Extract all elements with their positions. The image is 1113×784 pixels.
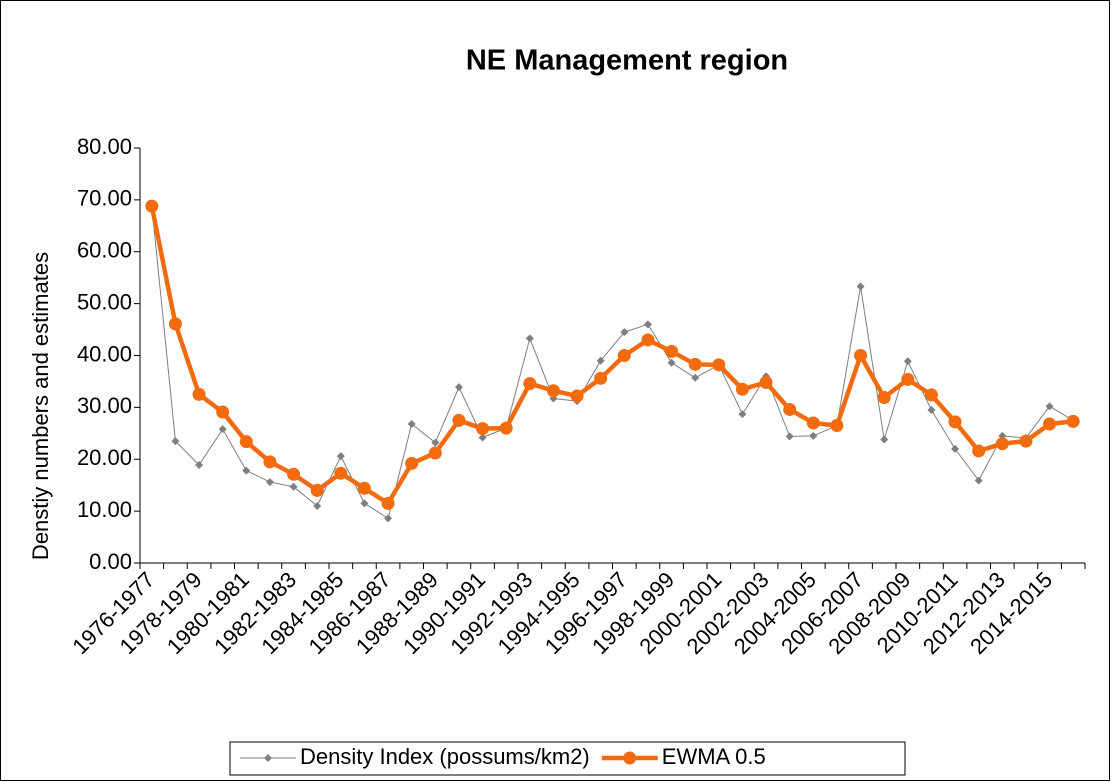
point: [195, 460, 204, 469]
y-tick-label: 50.00: [77, 289, 132, 314]
point: [313, 501, 322, 510]
legend-marker: [623, 751, 637, 765]
point: [972, 444, 986, 458]
point: [476, 422, 490, 436]
point: [334, 466, 348, 480]
point: [1045, 402, 1054, 411]
y-tick-label: 80.00: [77, 134, 132, 159]
point: [951, 444, 960, 453]
point: [903, 357, 912, 366]
point: [192, 387, 206, 401]
point: [974, 476, 983, 485]
point: [310, 483, 324, 497]
point: [499, 421, 513, 435]
point: [431, 438, 440, 447]
point: [265, 478, 274, 487]
point: [1019, 434, 1033, 448]
point: [596, 356, 605, 365]
point: [171, 437, 180, 446]
legend-label: Density Index (possums/km2): [300, 744, 590, 769]
point: [809, 431, 818, 440]
point: [856, 282, 865, 291]
point: [168, 317, 182, 331]
point: [995, 437, 1009, 451]
point: [785, 432, 794, 441]
point: [546, 384, 560, 398]
point: [641, 333, 655, 347]
y-tick-label: 0.00: [89, 549, 132, 574]
point: [594, 371, 608, 385]
point: [525, 334, 534, 343]
point: [738, 410, 747, 419]
point: [924, 388, 938, 402]
point: [688, 357, 702, 371]
legend-label: EWMA 0.5: [662, 744, 766, 769]
point: [806, 416, 820, 430]
point: [336, 452, 345, 461]
point: [735, 382, 749, 396]
y-tick-label: 10.00: [77, 497, 132, 522]
point: [454, 383, 463, 392]
point: [523, 377, 537, 391]
point: [287, 467, 301, 481]
legend: Density Index (possums/km2) EWMA 0.5: [229, 741, 906, 776]
point: [384, 514, 393, 523]
point: [877, 391, 891, 405]
legend-box: [229, 741, 906, 776]
point: [216, 405, 230, 419]
point: [617, 349, 631, 362]
y-tick-label: 40.00: [77, 341, 132, 366]
y-tick-label: 70.00: [77, 186, 132, 211]
point: [712, 358, 726, 372]
point: [620, 328, 629, 337]
point: [1043, 417, 1057, 431]
point: [478, 433, 487, 442]
point: [218, 425, 227, 434]
point: [145, 199, 159, 213]
y-tick-label: 60.00: [77, 238, 132, 263]
point: [830, 419, 844, 433]
y-tick-label: 30.00: [77, 393, 132, 418]
point: [407, 419, 416, 428]
point: [667, 358, 676, 367]
point: [665, 344, 679, 358]
y-tick-label: 20.00: [77, 445, 132, 470]
point: [242, 466, 251, 475]
point: [570, 389, 584, 403]
point: [405, 456, 419, 470]
point: [927, 405, 936, 414]
point: [854, 349, 868, 362]
point: [239, 435, 253, 449]
series-line: [149, 205, 1074, 507]
point: [357, 481, 371, 495]
point: [381, 496, 395, 510]
point: [289, 482, 298, 491]
y-axis-title: Denstiy numbers and estimates: [28, 252, 53, 560]
point: [948, 415, 962, 429]
point: [263, 455, 277, 469]
point: [428, 446, 442, 460]
point: [783, 402, 797, 416]
point: [759, 375, 773, 389]
chart-title: NE Management region: [466, 45, 788, 77]
point: [1066, 414, 1080, 428]
point: [643, 320, 652, 329]
point: [452, 413, 466, 427]
point: [691, 373, 700, 382]
point: [901, 372, 915, 386]
point: [880, 435, 889, 444]
point: [360, 499, 369, 508]
legend-marker: [264, 754, 272, 762]
